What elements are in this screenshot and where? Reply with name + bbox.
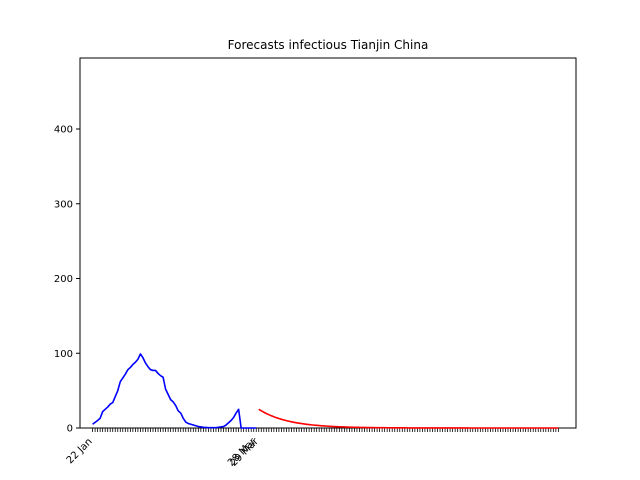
- y-tick-label: 200: [54, 274, 73, 285]
- series-layer: [92, 353, 559, 429]
- y-tick-label: 300: [54, 199, 73, 210]
- y-axis: 0 100 200 300 400: [54, 125, 80, 435]
- plot-area: [79, 57, 577, 429]
- chart-title: Forecasts infectious Tianjin China: [228, 38, 429, 52]
- x-tick-label: 22 Jan: [65, 436, 95, 466]
- y-tick-label: 100: [54, 349, 73, 360]
- series-line-forecast: [258, 408, 559, 429]
- series-line-observed: [92, 353, 257, 429]
- y-tick-label: 400: [54, 125, 73, 136]
- y-tick-label: 0: [67, 424, 73, 435]
